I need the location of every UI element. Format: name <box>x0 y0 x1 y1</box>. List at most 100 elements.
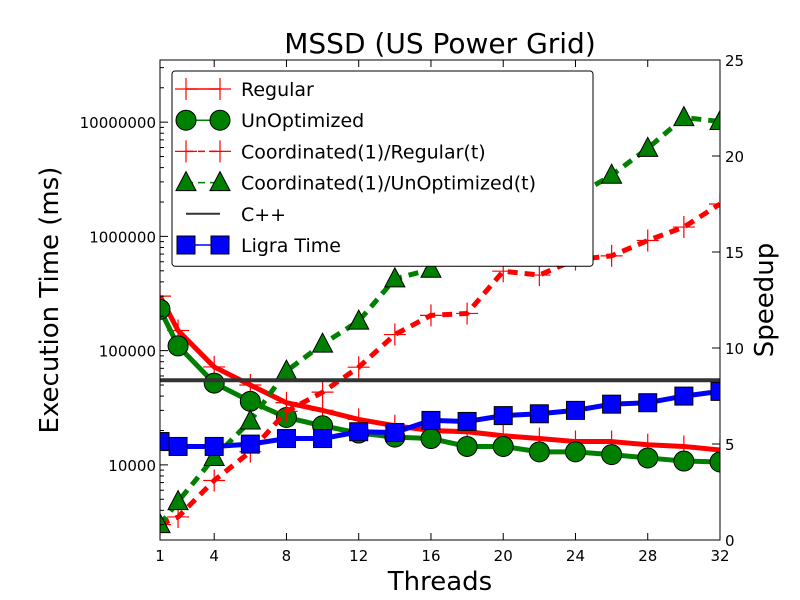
x-tick-label: 24 <box>566 547 585 565</box>
legend-entry-ligra-time: Ligra Time <box>176 235 341 257</box>
data-point <box>637 447 659 469</box>
data-point <box>602 394 622 414</box>
data-point <box>239 408 262 430</box>
y-tick-label-left: 1000000 <box>89 228 156 246</box>
data-point <box>709 438 720 461</box>
legend-entry-unoptimized: UnOptimized <box>175 109 364 132</box>
legend-label: Coordinated(1)/UnOptimized(t) <box>241 173 536 195</box>
x-tick-label: 4 <box>209 547 219 565</box>
legend-marker <box>175 170 197 192</box>
legend-entry-coordinated-1-unoptimized-t: Coordinated(1)/UnOptimized(t) <box>175 170 536 195</box>
data-point <box>528 441 550 463</box>
legend-label: UnOptimized <box>241 110 364 132</box>
y-tick-label-right: 25 <box>725 52 744 70</box>
data-point <box>160 512 171 534</box>
legend-box <box>171 70 594 267</box>
data-point <box>276 429 296 449</box>
y-tick-label-left: 10000 <box>108 457 156 475</box>
data-point <box>347 309 370 330</box>
legend-marker <box>209 140 231 163</box>
data-point <box>710 381 720 401</box>
chart-title: MSSD (US Power Grid) <box>284 27 596 60</box>
y-axis-label-left: Execution Time (ms) <box>35 167 65 434</box>
legend-marker <box>175 109 197 131</box>
x-axis-label: Threads <box>387 567 492 597</box>
legend-label: Regular <box>241 79 314 101</box>
data-point <box>673 105 695 127</box>
data-point <box>709 193 720 215</box>
data-point <box>457 411 477 431</box>
x-tick-label: 28 <box>638 547 657 565</box>
legend-entry-c: C++ <box>186 204 286 226</box>
data-point <box>275 400 298 423</box>
data-point <box>709 451 720 473</box>
x-tick-label: 12 <box>349 547 368 565</box>
data-point <box>204 436 224 456</box>
series-coordinated-1-regular-t <box>160 193 720 536</box>
y-tick-label-right: 15 <box>725 244 744 262</box>
data-point <box>636 136 659 157</box>
data-point <box>638 393 658 413</box>
data-point <box>564 441 586 463</box>
legend-label: C++ <box>241 204 286 226</box>
legend-marker <box>209 78 231 100</box>
data-point <box>565 400 585 420</box>
data-point <box>493 406 513 426</box>
data-point <box>420 257 442 278</box>
x-tick-label: 20 <box>494 547 513 565</box>
data-point <box>385 423 405 443</box>
legend-marker <box>209 109 231 131</box>
data-point <box>347 356 370 379</box>
data-point <box>311 381 334 404</box>
y-tick-label-right: 0 <box>725 532 735 550</box>
x-tick-label: 1 <box>155 547 165 565</box>
data-point <box>601 444 623 466</box>
data-point <box>419 304 442 327</box>
data-point <box>203 372 225 394</box>
data-point <box>313 429 333 449</box>
data-point <box>167 489 189 511</box>
y-axis-label-right: Speedup <box>750 243 780 358</box>
legend-marker <box>175 78 197 100</box>
x-tick-label: 8 <box>282 547 292 565</box>
series-ligra-time <box>160 381 720 456</box>
legend-entry-coordinated-1-regular-t: Coordinated(1)/Regular(t) <box>175 140 486 163</box>
legend-label: Ligra Time <box>241 235 341 257</box>
data-point <box>456 302 479 325</box>
data-point <box>528 264 551 287</box>
x-tick-label: 16 <box>421 547 440 565</box>
data-point <box>421 410 441 430</box>
axes: 1 4 8 12 16 20 24 28 32 10000 100000 1000000 1000000… <box>80 52 744 565</box>
data-point <box>636 229 659 252</box>
y-tick-label-left: 10000000 <box>80 114 156 132</box>
data-point <box>203 469 226 492</box>
data-point <box>160 513 171 536</box>
legend-label: Coordinated(1)/Regular(t) <box>241 141 486 163</box>
legend-marker <box>209 170 231 192</box>
data-point <box>420 428 442 450</box>
data-point <box>492 435 514 457</box>
legend-marker <box>210 235 230 255</box>
data-point <box>383 323 406 346</box>
data-point <box>349 422 369 442</box>
x-tick-label: 32 <box>710 547 729 565</box>
y-tick-label-right: 5 <box>725 436 735 454</box>
legend-entry-regular: Regular <box>175 78 314 101</box>
data-point <box>239 390 261 412</box>
data-point <box>456 435 478 457</box>
data-point <box>673 450 695 472</box>
data-point <box>384 266 406 288</box>
data-point <box>529 404 549 424</box>
y-tick-label-right: 20 <box>725 148 744 166</box>
data-point <box>600 244 623 267</box>
legend: Regular UnOptimized Coordinated(1)/Regular… <box>171 70 594 267</box>
data-point <box>240 434 260 454</box>
data-point <box>160 298 171 320</box>
data-point <box>600 163 623 184</box>
data-point <box>167 335 189 357</box>
data-point <box>674 386 694 406</box>
data-point <box>672 216 695 239</box>
data-point <box>160 285 171 308</box>
legend-marker <box>176 235 196 255</box>
y-tick-label-right: 10 <box>725 340 744 358</box>
